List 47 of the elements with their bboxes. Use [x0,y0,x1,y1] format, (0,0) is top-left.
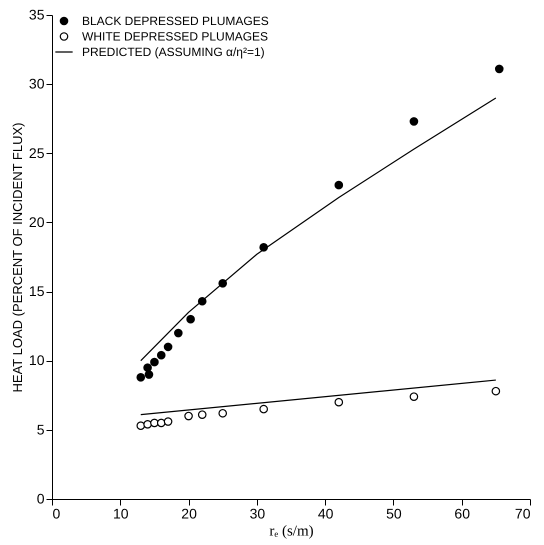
x-tick-label: 0 [52,506,60,522]
y-tick-label: 0 [36,490,45,506]
x-tick-label: 20 [181,506,198,522]
point [198,410,207,419]
x-tick-label: 70 [514,506,531,522]
y-tick-label: 30 [28,76,45,92]
point [259,404,268,414]
point [164,342,172,352]
point [143,420,152,429]
point [218,278,228,288]
point [150,358,159,366]
point [143,363,152,372]
point [184,412,193,420]
x-tick-label: 30 [250,506,266,522]
point [136,421,146,430]
point [186,314,195,324]
point [494,64,504,74]
x-tick-label: 40 [318,506,334,522]
y-tick-label: 35 [28,6,45,22]
x-tick-label: 50 [386,506,402,522]
point [174,328,183,338]
point [218,408,228,418]
point [410,117,418,126]
x-tick-label: 60 [454,506,470,522]
point [156,350,166,360]
point [136,373,146,382]
y-tick-label: 20 [28,214,45,230]
y-tick-label: 5 [36,421,45,438]
point [334,180,344,190]
point [198,296,207,306]
point [164,417,172,426]
y-tick-label: 15 [28,283,45,300]
legend-label: PREDICTED (ASSUMING α/η²=1) [82,45,265,59]
line-series [140,97,496,362]
y-tick-label: 25 [28,144,45,161]
legend-label: BLACK DEPRESSED PLUMAGES [82,14,269,28]
point [144,370,154,379]
legend-label: WHITE DEPRESSED PLUMAGES [82,30,268,44]
point [334,398,344,406]
y-axis-title: HEAT LOAD (PERCENT OF INCIDENT FLUX) [10,122,25,392]
x-tick-label: 10 [112,506,129,522]
point [259,243,268,252]
x-axis-title: rₑ (s/m) [269,524,314,540]
point [410,392,418,401]
point [156,418,166,428]
point [492,386,500,396]
y-tick-label: 10 [28,352,45,368]
